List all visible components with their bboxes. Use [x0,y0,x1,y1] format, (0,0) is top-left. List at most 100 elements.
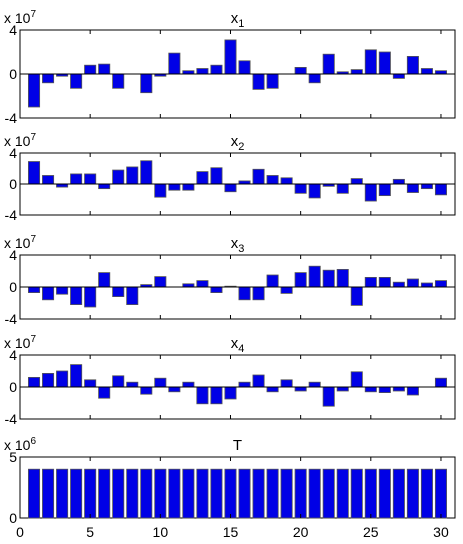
bar [350,468,363,519]
bar [210,64,223,75]
bar [126,286,139,306]
bar [224,39,237,75]
y-tick-label: -4 [5,311,18,327]
bar [196,68,209,75]
bar [98,468,111,519]
bar [392,73,405,79]
bar [420,282,433,288]
bar [364,183,377,202]
bar [42,468,55,519]
bar [210,167,223,185]
y-tick-label: 4 [9,247,17,263]
bar [168,183,181,191]
bar [224,183,237,193]
bar [154,276,167,288]
bar [182,381,195,388]
bar [140,160,153,185]
exponent-base: x 10 [4,437,31,453]
bar [126,468,139,519]
bar [266,73,279,89]
bar [70,173,83,185]
exponent-base: x 10 [4,133,31,149]
bar [364,386,377,393]
bar [364,276,377,288]
bar [98,272,111,288]
exponent-power: 7 [30,9,36,20]
bar [28,376,41,388]
bar [126,381,139,388]
bar [364,49,377,75]
bar [406,278,419,288]
bar [252,73,265,90]
bar [210,386,223,405]
bar [336,183,349,194]
bar [238,60,251,75]
x-tick-label: 25 [363,524,379,540]
bar [42,372,55,388]
x-tick-label: 20 [293,524,309,540]
bar [280,379,293,388]
bar [238,468,251,519]
subplot-4: 40-4x 107 x4 [4,334,456,427]
bar [322,386,335,407]
bar [350,371,363,388]
bar [336,268,349,288]
bar [280,468,293,519]
bar [28,468,41,519]
subplot-2: 4 0 -4 x 107 x2 [4,132,456,223]
bar [252,374,265,388]
bar [70,286,83,306]
subplot-3: 4 0 -4 x 107 x3 [4,234,456,327]
y-exponent-label: x 107 [4,9,36,26]
y-tick-label: 4 [9,22,17,38]
title-subscript: 2 [238,141,244,153]
bar [154,377,167,388]
title-subscript: 4 [238,343,244,355]
bar [294,272,307,288]
y-tick-label: -4 [5,207,18,223]
subplot-title: x3 [231,235,245,255]
y-tick-label: -4 [5,110,18,126]
bar [28,286,41,293]
bar [266,386,279,393]
bar [378,183,391,197]
bar [434,280,447,288]
bar [294,468,307,519]
bar [168,468,181,519]
x-tick-label: 5 [86,524,94,540]
y-tick-label: 0 [9,66,17,82]
bar [378,468,391,519]
bar [280,286,293,294]
bar [84,64,97,75]
title-subscript: 3 [238,243,244,255]
bar [112,169,125,185]
bar [294,386,307,392]
bar [112,468,125,519]
bar [294,183,307,194]
bar [294,67,307,75]
exponent-power: 7 [30,234,36,245]
bar [196,171,209,185]
bar [140,73,153,94]
bar [420,183,433,190]
bar [196,468,209,519]
x-tick-label: 30 [433,524,449,540]
bar [42,73,55,84]
bar [378,276,391,288]
exponent-base: x 10 [4,235,31,251]
exponent-power: 6 [30,436,36,447]
bar [308,265,321,288]
exponent-base: x 10 [4,10,31,26]
bar [266,175,279,185]
x-tick-label: 0 [16,524,24,540]
title-main: T [233,437,242,454]
bar [420,468,433,519]
bar [392,281,405,288]
y-tick-label: -4 [5,411,18,427]
bar [350,69,363,75]
bar [224,386,237,400]
bar [70,73,83,89]
subplot-5: 0 5 10 15 20 25 30 5 0 x 106 T [4,436,456,540]
bar [336,386,349,392]
